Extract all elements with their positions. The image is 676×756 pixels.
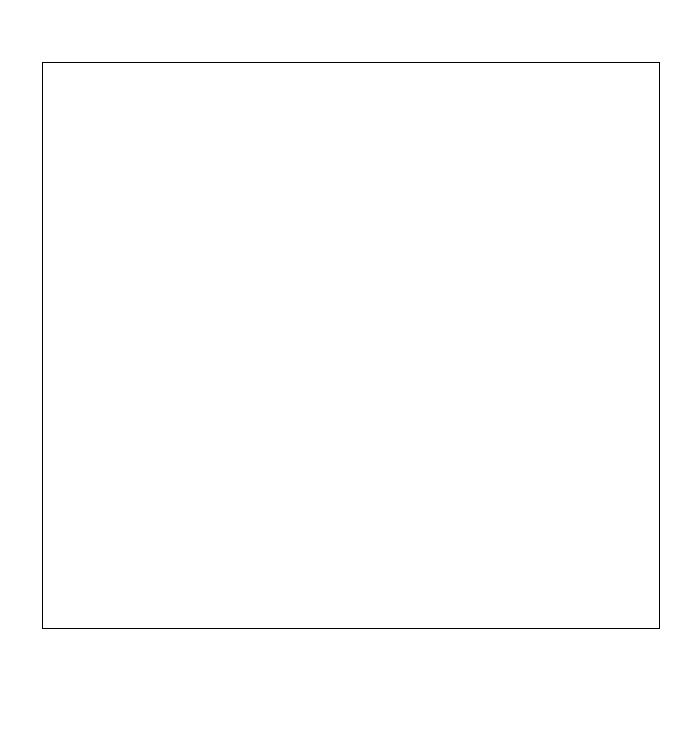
colorbar-canvas [40, 672, 660, 694]
map-panel [42, 62, 660, 629]
wind-streamlines-overlay-canvas [42, 62, 660, 629]
footer [50, 712, 61, 756]
